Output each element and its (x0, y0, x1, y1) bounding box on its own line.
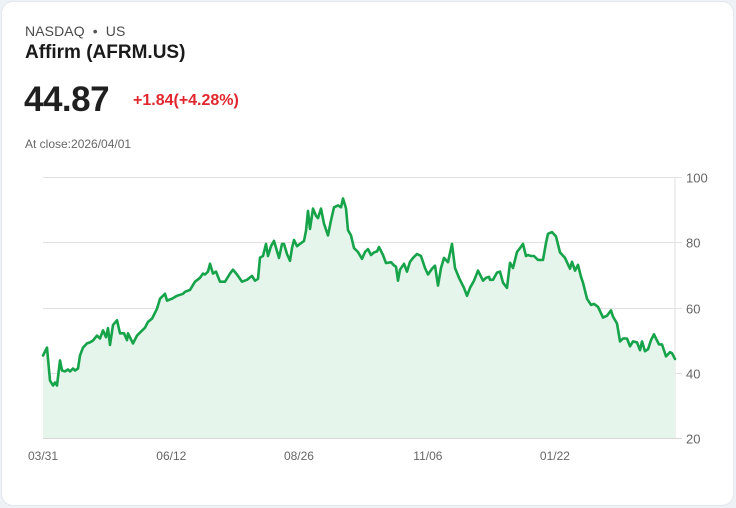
exchange-line: NASDAQ • US (25, 23, 125, 39)
y-tick-label: 40 (686, 366, 701, 381)
y-tick-label: 20 (686, 431, 701, 446)
price-area-fill (43, 198, 675, 438)
x-tick-label: 11/06 (413, 449, 443, 463)
stock-title: Affirm (AFRM.US) (25, 42, 186, 63)
price-line (41, 197, 677, 387)
y-tick-label: 60 (686, 301, 701, 316)
close-date: At close:2026/04/01 (25, 137, 132, 151)
price-change: +1.84(+4.28%) (133, 92, 239, 109)
x-tick-label: 03/31 (27, 449, 59, 463)
x-tick-label: 08/26 (283, 449, 314, 463)
region-label: US (105, 23, 126, 39)
y-tick-label: 100 (686, 170, 708, 185)
x-tick-label: 01/22 (539, 449, 570, 463)
y-tick-label: 80 (686, 235, 701, 250)
current-price: 44.87 (24, 80, 110, 119)
exchange-name: NASDAQ (25, 23, 85, 39)
x-tick-label: 06/12 (156, 449, 187, 463)
separator-dot: • (92, 23, 98, 39)
